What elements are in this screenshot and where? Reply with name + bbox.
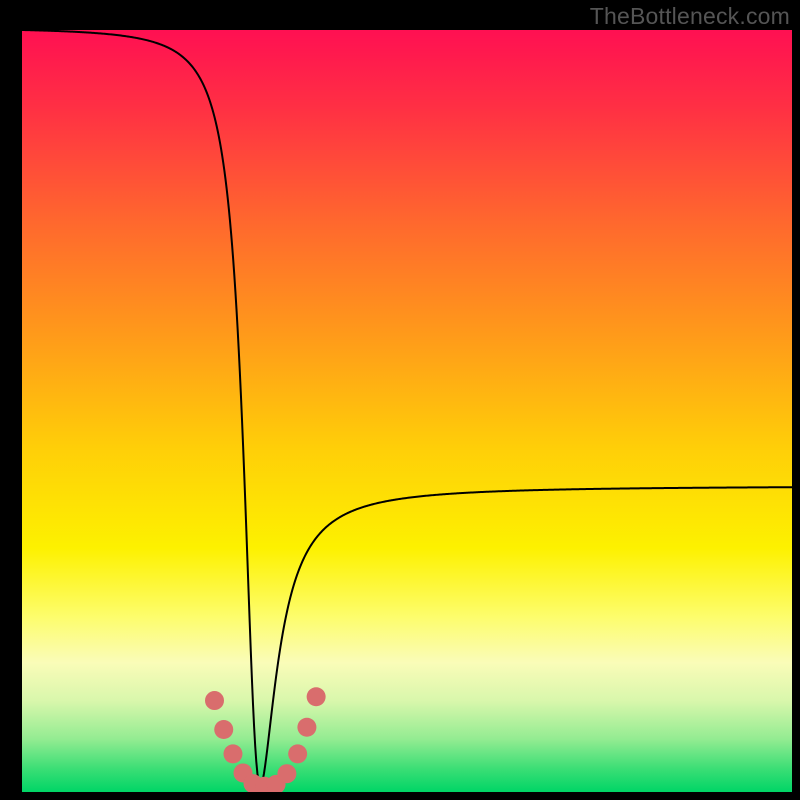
highlight-dot — [223, 744, 242, 763]
bottleneck-curve — [22, 30, 792, 786]
highlight-dot — [277, 764, 296, 783]
highlight-dot — [214, 720, 233, 739]
highlight-dot — [307, 687, 326, 706]
highlight-dot — [288, 744, 307, 763]
highlight-dot — [205, 691, 224, 710]
watermark-text: TheBottleneck.com — [590, 3, 790, 30]
highlight-dot — [297, 718, 316, 737]
chart-svg — [22, 30, 792, 792]
plot-area — [22, 30, 792, 792]
